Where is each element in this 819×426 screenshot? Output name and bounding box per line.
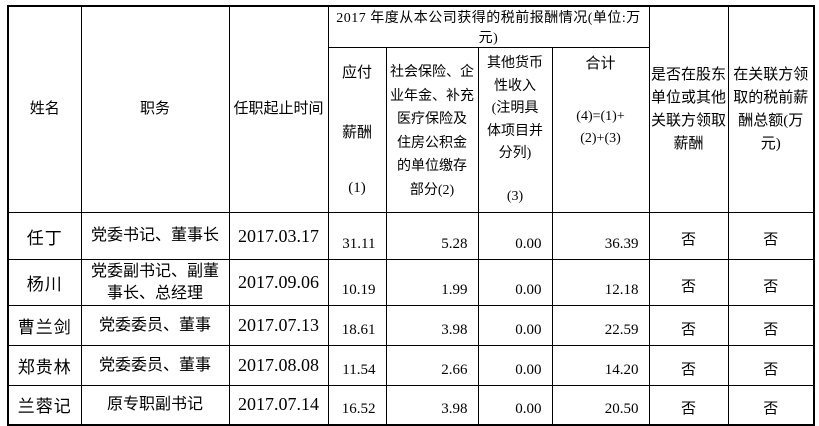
- social-insurance-lines: 社会保险、企 业年金、补充 医疗保险及 住房公积金 的单位缴存 部分(2): [390, 65, 474, 198]
- cell-name: 曹兰剑: [7, 305, 82, 346]
- cell-position: 党委委员、董事: [80, 345, 230, 386]
- cell-payable-salary: 10.19: [327, 259, 387, 306]
- cell-total: 20.50: [551, 385, 650, 425]
- table-row: 杨川 党委副书记、副董事长、总经理 2017.09.06 10.19 1.99 0.00 1…: [7, 259, 815, 306]
- cell-other-income: 0.00: [477, 305, 553, 346]
- col-header-total: 合计 (4)=(1)+ (2)+(3): [551, 47, 650, 213]
- cell-name: 任丁: [7, 212, 82, 260]
- cell-name: 兰蓉记: [7, 385, 82, 425]
- cell-related-party-paid: 否: [648, 259, 729, 306]
- total-label: 合计: [585, 56, 616, 72]
- cell-other-income: 0.00: [477, 385, 553, 425]
- cell-social-insurance: 5.28: [385, 212, 479, 260]
- header-row-top: 姓名 职务 任职起止时间 2017 年度从本公司获得的税前报酬情况(单位:万元)…: [7, 5, 815, 213]
- table-body: 任丁 党委书记、董事长 2017.03.17 31.11 5.28 0.00 36.39 否否…: [7, 212, 815, 425]
- cell-term: 2017.07.13: [228, 305, 329, 346]
- cell-total: 14.20: [551, 345, 650, 386]
- cell-term: 2017.03.17: [228, 212, 329, 260]
- cell-term: 2017.08.08: [228, 345, 329, 386]
- other-income-note: (3): [506, 189, 524, 204]
- cell-payable-salary: 31.11: [327, 212, 387, 260]
- payable-salary-lines: 应付 薪酬 (1): [341, 65, 372, 196]
- col-header-position: 职务: [80, 5, 230, 213]
- header-row-sub: 应付 薪酬 (1) 社会保险、企 业年金、补充 医疗保险及 住房公积金 的单位缴存 部分(2)…: [8, 47, 814, 213]
- table-row: 郑贵林 党委委员、董事 2017.08.08 11.54 2.66 0.00 14.20 否否: [7, 345, 815, 386]
- cell-related-party-amount: 否: [727, 345, 815, 386]
- cell-total: 36.39: [551, 212, 650, 260]
- cell-social-insurance: 1.99: [385, 259, 479, 306]
- other-income-lines: 其他货币 性收入 (注明具 体项目并 分列): [487, 56, 543, 161]
- cell-payable-salary: 16.52: [327, 385, 387, 425]
- cell-related-party-amount: 否: [727, 212, 815, 260]
- cell-related-party-amount: 否: [727, 305, 815, 346]
- compensation-table: 姓名 职务 任职起止时间 2017 年度从本公司获得的税前报酬情况(单位:万元)…: [7, 5, 816, 426]
- cell-term: 2017.09.06: [228, 259, 329, 306]
- cell-social-insurance: 2.66: [385, 345, 479, 386]
- col-header-term: 任职起止时间: [228, 5, 329, 213]
- total-formula: (4)=(1)+ (2)+(3): [576, 109, 625, 146]
- cell-other-income: 0.00: [477, 345, 553, 386]
- cell-related-party-paid: 否: [648, 305, 729, 346]
- cell-other-income: 0.00: [477, 212, 553, 260]
- cell-total: 12.18: [551, 259, 650, 306]
- table-row: 曹兰剑 党委委员、董事 2017.07.13 18.61 3.98 0.00 22.59 否否: [7, 305, 815, 346]
- cell-position: 原专职副书记: [80, 385, 230, 425]
- cell-position: 党委委员、董事: [80, 305, 230, 346]
- cell-name: 杨川: [7, 259, 82, 306]
- col-header-related-party-amount: 在关联方领 取的税前薪 酬总额(万 元): [727, 5, 815, 213]
- col-header-related-party-pay: 是否在股东 单位或其他 关联方领取 薪酬: [648, 5, 729, 213]
- cell-social-insurance: 3.98: [385, 385, 479, 425]
- col-header-name: 姓名: [7, 5, 82, 213]
- cell-payable-salary: 18.61: [327, 305, 387, 346]
- col-header-payable-salary: 应付 薪酬 (1): [327, 47, 387, 213]
- table-row: 任丁 党委书记、董事长 2017.03.17 31.11 5.28 0.00 36.39 否否: [7, 212, 815, 260]
- document-page: 姓名 职务 任职起止时间 2017 年度从本公司获得的税前报酬情况(单位:万元)…: [0, 5, 819, 426]
- table-row: 兰蓉记 原专职副书记 2017.07.14 16.52 3.98 0.00 20.50 否否: [7, 385, 815, 425]
- cell-position: 党委书记、董事长: [80, 212, 230, 260]
- cell-related-party-amount: 否: [727, 385, 815, 425]
- cell-other-income: 0.00: [477, 259, 553, 306]
- cell-related-party-paid: 否: [648, 345, 729, 386]
- col-header-other-income: 其他货币 性收入 (注明具 体项目并 分列) (3): [477, 47, 553, 213]
- cell-total: 22.59: [551, 305, 650, 346]
- cell-related-party-paid: 否: [648, 385, 729, 425]
- col-header-group-title: 2017 年度从本公司获得的税前报酬情况(单位:万元): [327, 5, 650, 48]
- cell-related-party-paid: 否: [648, 212, 729, 260]
- cell-position: 党委副书记、副董事长、总经理: [80, 259, 230, 306]
- col-header-social-insurance: 社会保险、企 业年金、补充 医疗保险及 住房公积金 的单位缴存 部分(2): [385, 47, 479, 213]
- cell-payable-salary: 11.54: [327, 345, 387, 386]
- cell-related-party-amount: 否: [727, 259, 815, 306]
- cell-term: 2017.07.14: [228, 385, 329, 425]
- cell-name: 郑贵林: [7, 345, 82, 386]
- cell-social-insurance: 3.98: [385, 305, 479, 346]
